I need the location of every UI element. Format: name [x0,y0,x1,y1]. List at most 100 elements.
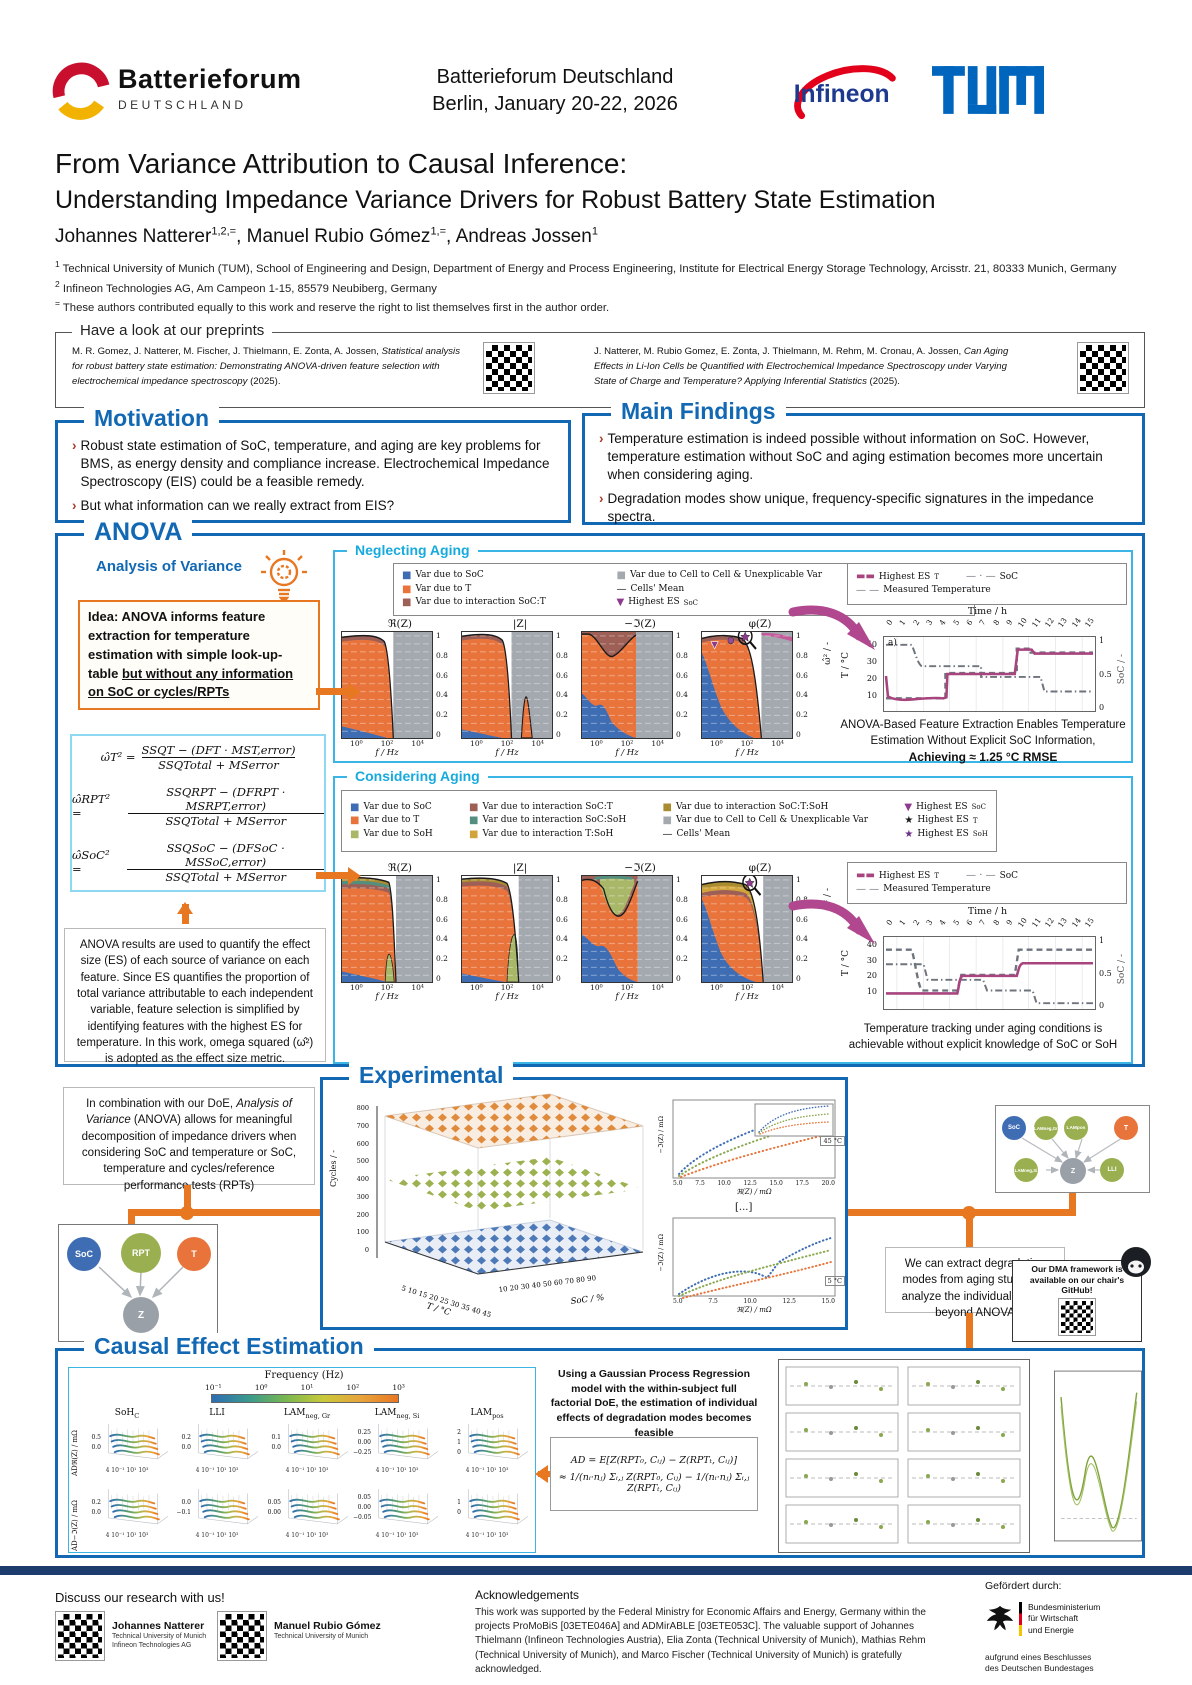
bullet: Robust state estimation of SoC, temperat… [72,437,558,491]
mini3d-lli: LLI 0.2 0.0 4 10⁻¹ 10¹ 10³ [173,1408,261,1474]
github-note: Our DMA framework is available on our ch… [1012,1260,1142,1342]
magenta-arrow [788,605,875,650]
page-title-line2: Understanding Impedance Variance Drivers… [55,186,936,214]
ack-title: Acknowledgements [475,1588,580,1602]
nyquist-xlabel: ℜ(Z) / mΩ [736,1188,772,1196]
bundestag-text: aufgrund eines Beschlusses des Deutschen… [985,1652,1094,1674]
nyquist-plot-2: 5 °C 5.0 7.5 10.0 12.5 15.0 ℜ(Z) / mΩ −ℑ(Z) … [657,1214,845,1326]
stacked-area-chart [341,631,433,739]
consider-chart-re: ℜ(Z) 1 0.8 0.6 0.4 0.2 0 [341,862,459,1002]
author: Andreas Jossen1 [455,226,598,248]
stacked-area-chart [581,875,673,983]
legend-item: ■ Var due to interaction SoC:T:SoH [662,801,829,813]
motivation-title: Motivation [84,405,219,432]
nyquist-xticks: 5.0 7.5 10.0 12.5 15.0 17.5 20.0 [673,1180,835,1187]
arrow-up [177,894,193,914]
nyquist-ylabel: −ℑ(Z) / mΩ [657,1234,665,1272]
connector [966,1313,973,1348]
anova-panel: ANOVA Analysis of Variance Idea: ANOVA i… [55,518,1145,1067]
legend-item: — · — SoC [966,870,1019,882]
nyquist-xlabel: ℜ(Z) / mΩ [736,1306,772,1314]
anova-formula: ω̂RPT² = SSQRPT − (DFRPT · MSRPT,error) S… [72,785,324,828]
author: Manuel Rubio Gómez1,=, [246,226,456,248]
preprint-2-qr [1077,342,1129,394]
colorbar-ticks: 10⁻¹ 10⁰ 10¹ 10² 10³ [205,1383,405,1392]
connector [128,1209,322,1216]
motivation-bullets: Robust state estimation of SoC, temperat… [72,437,558,521]
es-text-box: ANOVA results are used to quantify the e… [64,928,326,1065]
causal-panel: Causal Effect Estimation Frequency (Hz) … [55,1333,1145,1558]
legend-item: ■ Var due to interaction SoC:T [469,801,613,813]
doe3d-zlabel: Cycles / - [329,1150,338,1188]
legend-item: — Cells' Mean [662,828,731,840]
footer-divider [0,1566,1192,1575]
gp-text: Using a Gaussian Process Regression mode… [550,1368,758,1439]
event-block: Batterieforum Deutschland Berlin, Januar… [400,66,710,116]
colorbar [211,1394,399,1403]
graph-edges [98,1266,184,1299]
nyquist-xticks: 5.0 7.5 10.0 12.5 15.0 [673,1298,835,1305]
legend-item: ■ Var due to SoC [402,570,484,581]
ack-text: This work was supported by the Federal M… [475,1607,926,1675]
time-xlabel: Time / h [967,606,1008,617]
time-legend: ▬▬ Highest ES T — · — SoC — — Measured Tempera… [847,563,1127,605]
github-text: Our DMA framework is available on our ch… [1029,1264,1125,1296]
github-icon [1121,1247,1151,1277]
dva-panel [1054,1370,1142,1542]
node-t: T [1114,1116,1138,1140]
nyquist-ellipsis: [...] [735,1202,753,1213]
bullet: Degradation modes show unique, frequency… [599,490,1132,526]
mini3d-r2-1: 0.2 0.0 4 10⁻¹ 10¹ 10³ [83,1484,171,1539]
bundesadler-icon [986,1605,1014,1631]
connector [966,1209,973,1247]
mini3d-r2-5: 1 0 4 10⁻¹ 10¹ 10³ [443,1484,531,1539]
stacked-area-chart [701,875,793,983]
time-xticks: 0 1 2 3 4 5 6 7 8 9 10 11 12 13 14 15 [884,916,1096,929]
causal-title: Causal Effect Estimation [84,1333,374,1360]
node-soc: SoC [1002,1116,1026,1140]
causal-plots-box: Frequency (Hz) 10⁻¹ 10⁰ 10¹ 10² 10³ ADℜ(Z) /… [68,1367,536,1553]
magenta-arrow [788,899,875,944]
legend-item: ■ Var due to interaction SoC:T [402,597,546,608]
contact-2-qr [217,1611,267,1661]
nyquist-ylabel: −ℑ(Z) / mΩ [657,1116,665,1154]
nyquist-temp-tag: 45 °C [820,1136,845,1146]
ministry-text: Bundesministerium für Wirtschaft und Ene… [1028,1602,1101,1635]
neglect-chart-re: ℜ(Z) 1 0.8 0.6 0.4 0.2 0 10⁰ 10² 10⁴ f / Hz [341,618,459,758]
gp-results-panel [778,1359,1030,1553]
legend-item: ■ Var due to SoH [350,828,433,840]
infineon-logo: Infineon [794,65,896,120]
preprint-1-qr [483,342,535,394]
legend-item: ▼ Highest ES SoC [616,597,699,608]
considering-aging-title: Considering Aging [347,768,488,784]
time-yticks: 40 30 20 10 [866,640,877,700]
arrow-right [348,682,370,701]
anova-title: ANOVA [84,518,193,547]
event-name: Batterieforum Deutschland [436,66,674,88]
node-z: Z [123,1297,159,1333]
page-title-line1: From Variance Attribution to Causal Infe… [55,148,628,179]
mini3d-r2-2: 0.0 −0.1 4 10⁻¹ 10¹ 10³ [173,1484,261,1539]
time-y2label: SoC / - [1117,954,1127,985]
mini3d-lam-pos: LAMpos 2 1 0 4 10⁻¹ 10¹ 10³ [443,1408,531,1474]
considering-aging-panel: Considering Aging ■ Var due to SoC ■ Var du… [333,768,1133,1064]
legend-item: ■ Var due to Cell to Cell & Unexplicable … [662,815,869,826]
contact-1-qr [55,1611,105,1661]
legend-item: ■ Var due to interaction SoC:SoH [469,815,627,826]
legend-item: ■ Var due to Cell to Cell & Unexplicable … [616,570,823,581]
time-series [885,937,1094,1009]
contact-2: Manuel Rubio Gómez Technical University … [274,1620,381,1640]
legend-item: ▼ Highest ES SoC [904,801,986,813]
time-y2ticks: 1 0.5 0 [1099,936,1112,1010]
doe-text-box: In combination with our DoE, Analysis of… [63,1087,315,1192]
anova-formula: ω̂SoC² = SSQSoC − (DFSoC · MSSoC,error) S… [72,841,324,884]
legend-item: ■ Var due to T [402,583,472,595]
mini3d-lam-neg-gr: LAMneg, Gr 0.1 0.0 4 10⁻¹ 10¹ 10³ [263,1408,351,1474]
nyquist-temp-tag: 5 °C [824,1276,845,1286]
nyquist-2 [672,1217,836,1299]
motivation-panel: Motivation Robust state estimation of So… [55,405,571,523]
idea-box: Idea: ANOVA informs feature extraction f… [78,600,320,711]
brand-name: Batterieforum [118,64,302,94]
contact-1: Johannes Natterer Technical University o… [112,1620,207,1650]
legend-item: — — Measured Temperature [856,883,991,895]
